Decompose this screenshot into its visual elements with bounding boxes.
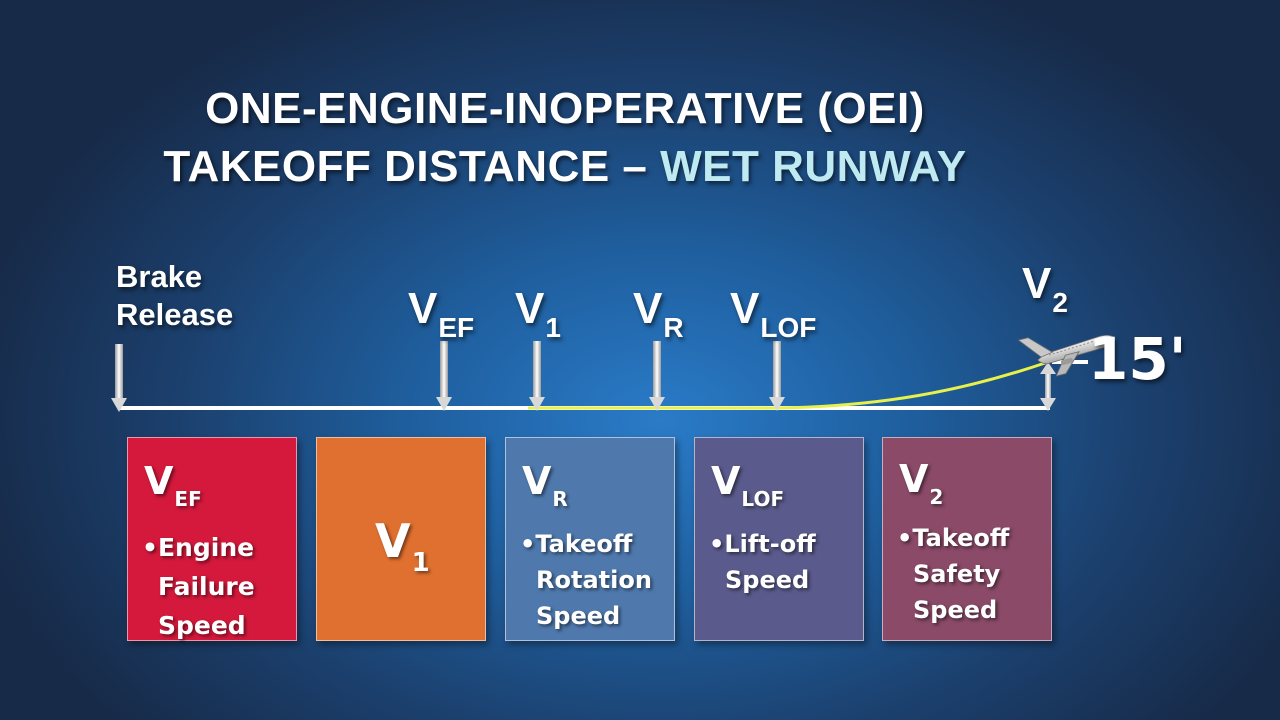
box-vlof-heading-sub: LOF <box>741 487 785 511</box>
box-vr-heading-main: V <box>522 459 552 503</box>
vef-marker-sub: EF <box>438 312 475 343</box>
box-vr-heading: VR <box>522 462 568 509</box>
box-vef-line-2: Failure <box>158 572 255 601</box>
vef-arrow <box>436 341 452 411</box>
brake-release-label-line-2: Release <box>116 297 234 332</box>
brake-release-label-line-1: Brake <box>116 259 203 294</box>
vef-marker-main: V <box>408 284 438 333</box>
vlof-arrow <box>769 341 785 411</box>
vlof-marker-main: V <box>730 284 760 333</box>
box-vlof-line-2: Speed <box>725 566 810 594</box>
v1-marker-sub: 1 <box>545 312 561 343</box>
box-vlof-description: •Lift-off Speed <box>709 526 816 598</box>
box-v1: V1 <box>316 437 486 641</box>
title-line-2-prefix: TAKEOFF DISTANCE – <box>163 142 648 191</box>
box-v2-heading: V2 <box>899 460 943 507</box>
v1-marker-main: V <box>515 284 545 333</box>
box-vr-line-2: Rotation <box>536 566 652 594</box>
airplane-icon <box>1017 334 1116 377</box>
box-vr: VR •Takeoff Rotation Speed <box>505 437 675 641</box>
box-vlof-line-1: •Lift-off <box>709 530 816 558</box>
box-vlof-heading: VLOF <box>711 462 784 509</box>
title-line-1: ONE-ENGINE-INOPERATIVE (OEI) <box>205 84 925 133</box>
box-vef-heading-main: V <box>144 459 174 503</box>
box-v1-heading-main: V <box>375 514 411 568</box>
box-v2-heading-sub: 2 <box>929 485 944 509</box>
box-vef-heading: VEF <box>144 462 202 509</box>
vr-marker-label: VR <box>633 287 684 342</box>
height-15ft-label: 15' <box>1088 325 1187 393</box>
flight-path-line <box>528 360 1049 410</box>
box-v2-description: •Takeoff Safety Speed <box>897 520 1009 628</box>
box-vr-description: •Takeoff Rotation Speed <box>520 526 652 634</box>
vr-arrow <box>649 341 665 411</box>
box-v1-heading-sub: 1 <box>411 548 430 578</box>
brake-release-label: Brake Release <box>116 258 233 334</box>
brake-release-arrow <box>111 344 127 412</box>
box-v2-line-2: Safety <box>913 560 1001 588</box>
vef-marker-label: VEF <box>408 287 474 342</box>
box-v2-heading-main: V <box>899 457 929 501</box>
box-vr-heading-sub: R <box>552 487 568 511</box>
box-vr-line-3: Speed <box>536 602 621 630</box>
vlof-marker-sub: LOF <box>760 312 817 343</box>
box-v2: V2 •Takeoff Safety Speed <box>882 437 1052 641</box>
v2-marker-label: V2 <box>1022 262 1068 317</box>
box-vlof: VLOF •Lift-off Speed <box>694 437 864 641</box>
v2-marker-main: V <box>1022 259 1052 308</box>
box-v1-heading: V1 <box>375 518 430 576</box>
vr-marker-sub: R <box>663 312 684 343</box>
v1-arrow <box>529 341 545 411</box>
box-v2-line-1: •Takeoff <box>897 524 1010 552</box>
box-vef: VEF •Engine Failure Speed <box>127 437 297 641</box>
box-vr-line-1: •Takeoff <box>520 530 633 558</box>
box-vef-line-1: •Engine <box>142 533 255 562</box>
box-v2-line-3: Speed <box>913 596 998 624</box>
box-vef-line-3: Speed <box>158 611 246 640</box>
v2-marker-sub: 2 <box>1052 287 1068 318</box>
box-vef-heading-sub: EF <box>174 487 202 511</box>
title-line-2-accent: WET RUNWAY <box>660 142 967 191</box>
vr-marker-main: V <box>633 284 663 333</box>
title-line-2: TAKEOFF DISTANCE – WET RUNWAY <box>0 142 1130 192</box>
box-vlof-heading-main: V <box>711 459 741 503</box>
box-vef-description: •Engine Failure Speed <box>142 528 255 645</box>
vlof-marker-label: VLOF <box>730 287 816 342</box>
v1-marker-label: V1 <box>515 287 561 342</box>
